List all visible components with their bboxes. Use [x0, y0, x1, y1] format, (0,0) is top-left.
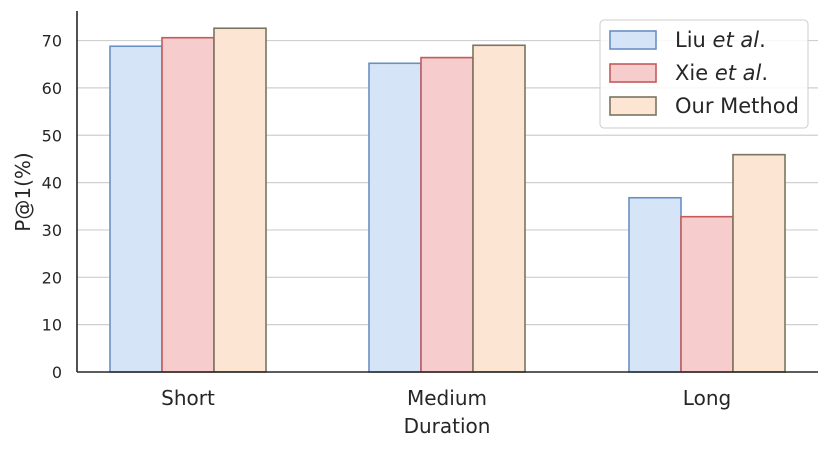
bars	[109, 27, 786, 373]
legend-swatch	[609, 30, 657, 50]
y-tick-label: 0	[52, 363, 62, 382]
legend-swatch	[609, 96, 657, 116]
y-tick-label: 30	[42, 221, 62, 240]
y-tick-labels: 0 10 20 30 40 50 60 70	[42, 32, 62, 382]
legend: Liu et al. Xie et al. Our Method	[599, 19, 809, 129]
y-tick-label: 50	[42, 126, 62, 145]
y-tick-label: 40	[42, 174, 62, 193]
bar	[472, 44, 526, 373]
bar	[161, 36, 215, 373]
y-tick-label: 60	[42, 79, 62, 98]
x-tick-label: Medium	[407, 386, 487, 410]
axes	[76, 11, 818, 373]
bar	[109, 45, 163, 373]
y-axis-title: P@1(%)	[11, 152, 35, 231]
x-tick-label: Short	[161, 386, 215, 410]
x-tick-labels: Short Medium Long	[161, 386, 731, 410]
y-tick-label: 20	[42, 268, 62, 287]
legend-label: Our Method	[675, 94, 799, 118]
bar	[213, 27, 267, 373]
bar	[680, 215, 734, 373]
x-tick-label: Long	[683, 386, 731, 410]
legend-swatch	[609, 63, 657, 83]
bar	[420, 56, 474, 373]
legend-label: Xie et al.	[675, 61, 768, 85]
bar	[628, 196, 682, 373]
y-tick-label: 70	[42, 32, 62, 51]
bar	[368, 62, 422, 373]
y-tick-label: 10	[42, 316, 62, 335]
bar	[732, 153, 786, 373]
legend-label: Liu et al.	[675, 28, 766, 52]
x-axis-title: Duration	[404, 414, 491, 438]
